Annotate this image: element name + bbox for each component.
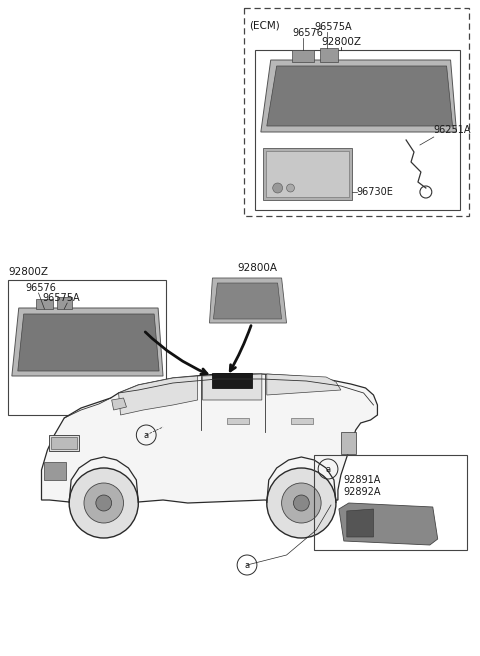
Polygon shape <box>267 66 453 126</box>
Polygon shape <box>203 374 262 400</box>
Circle shape <box>69 468 138 538</box>
Text: 92800Z: 92800Z <box>8 267 48 277</box>
Polygon shape <box>112 398 126 410</box>
Polygon shape <box>347 509 373 537</box>
Text: a: a <box>244 560 250 569</box>
Circle shape <box>282 483 321 523</box>
Bar <box>266 151 349 197</box>
Text: 92800A: 92800A <box>237 263 277 273</box>
Bar <box>292 50 314 62</box>
Text: a: a <box>325 464 331 474</box>
Text: 92892A: 92892A <box>344 487 381 497</box>
Bar <box>45 462 66 480</box>
Polygon shape <box>209 278 287 323</box>
Polygon shape <box>41 374 377 503</box>
Text: 92800Z: 92800Z <box>321 37 361 47</box>
Polygon shape <box>267 374 341 395</box>
Polygon shape <box>119 376 198 415</box>
Bar <box>51 437 77 449</box>
Polygon shape <box>18 314 159 371</box>
Bar <box>291 418 313 424</box>
Circle shape <box>96 495 112 511</box>
Bar <box>255 50 460 210</box>
Bar <box>227 418 249 424</box>
Polygon shape <box>339 503 438 545</box>
Circle shape <box>293 495 309 511</box>
Bar <box>263 148 352 200</box>
Bar <box>49 435 79 451</box>
Bar <box>57 297 72 309</box>
Polygon shape <box>12 308 163 376</box>
Bar <box>36 299 53 309</box>
Bar <box>320 48 338 62</box>
Circle shape <box>267 468 336 538</box>
Text: a: a <box>144 430 149 440</box>
Bar <box>244 8 469 216</box>
Text: 96730E: 96730E <box>357 187 394 197</box>
Text: 96575A: 96575A <box>314 22 352 32</box>
Polygon shape <box>214 283 282 319</box>
Circle shape <box>287 184 294 192</box>
Text: (ECM): (ECM) <box>249 21 280 31</box>
Text: 96576: 96576 <box>26 283 57 293</box>
Bar <box>314 455 468 550</box>
Text: 92891A: 92891A <box>344 475 381 485</box>
Text: 96575A: 96575A <box>43 293 80 303</box>
Bar <box>341 432 356 454</box>
Polygon shape <box>261 60 456 132</box>
Circle shape <box>84 483 123 523</box>
Text: 96576: 96576 <box>292 28 324 38</box>
Text: 96251A: 96251A <box>434 125 471 135</box>
Bar <box>8 280 166 415</box>
Circle shape <box>273 183 283 193</box>
Bar <box>213 373 252 388</box>
